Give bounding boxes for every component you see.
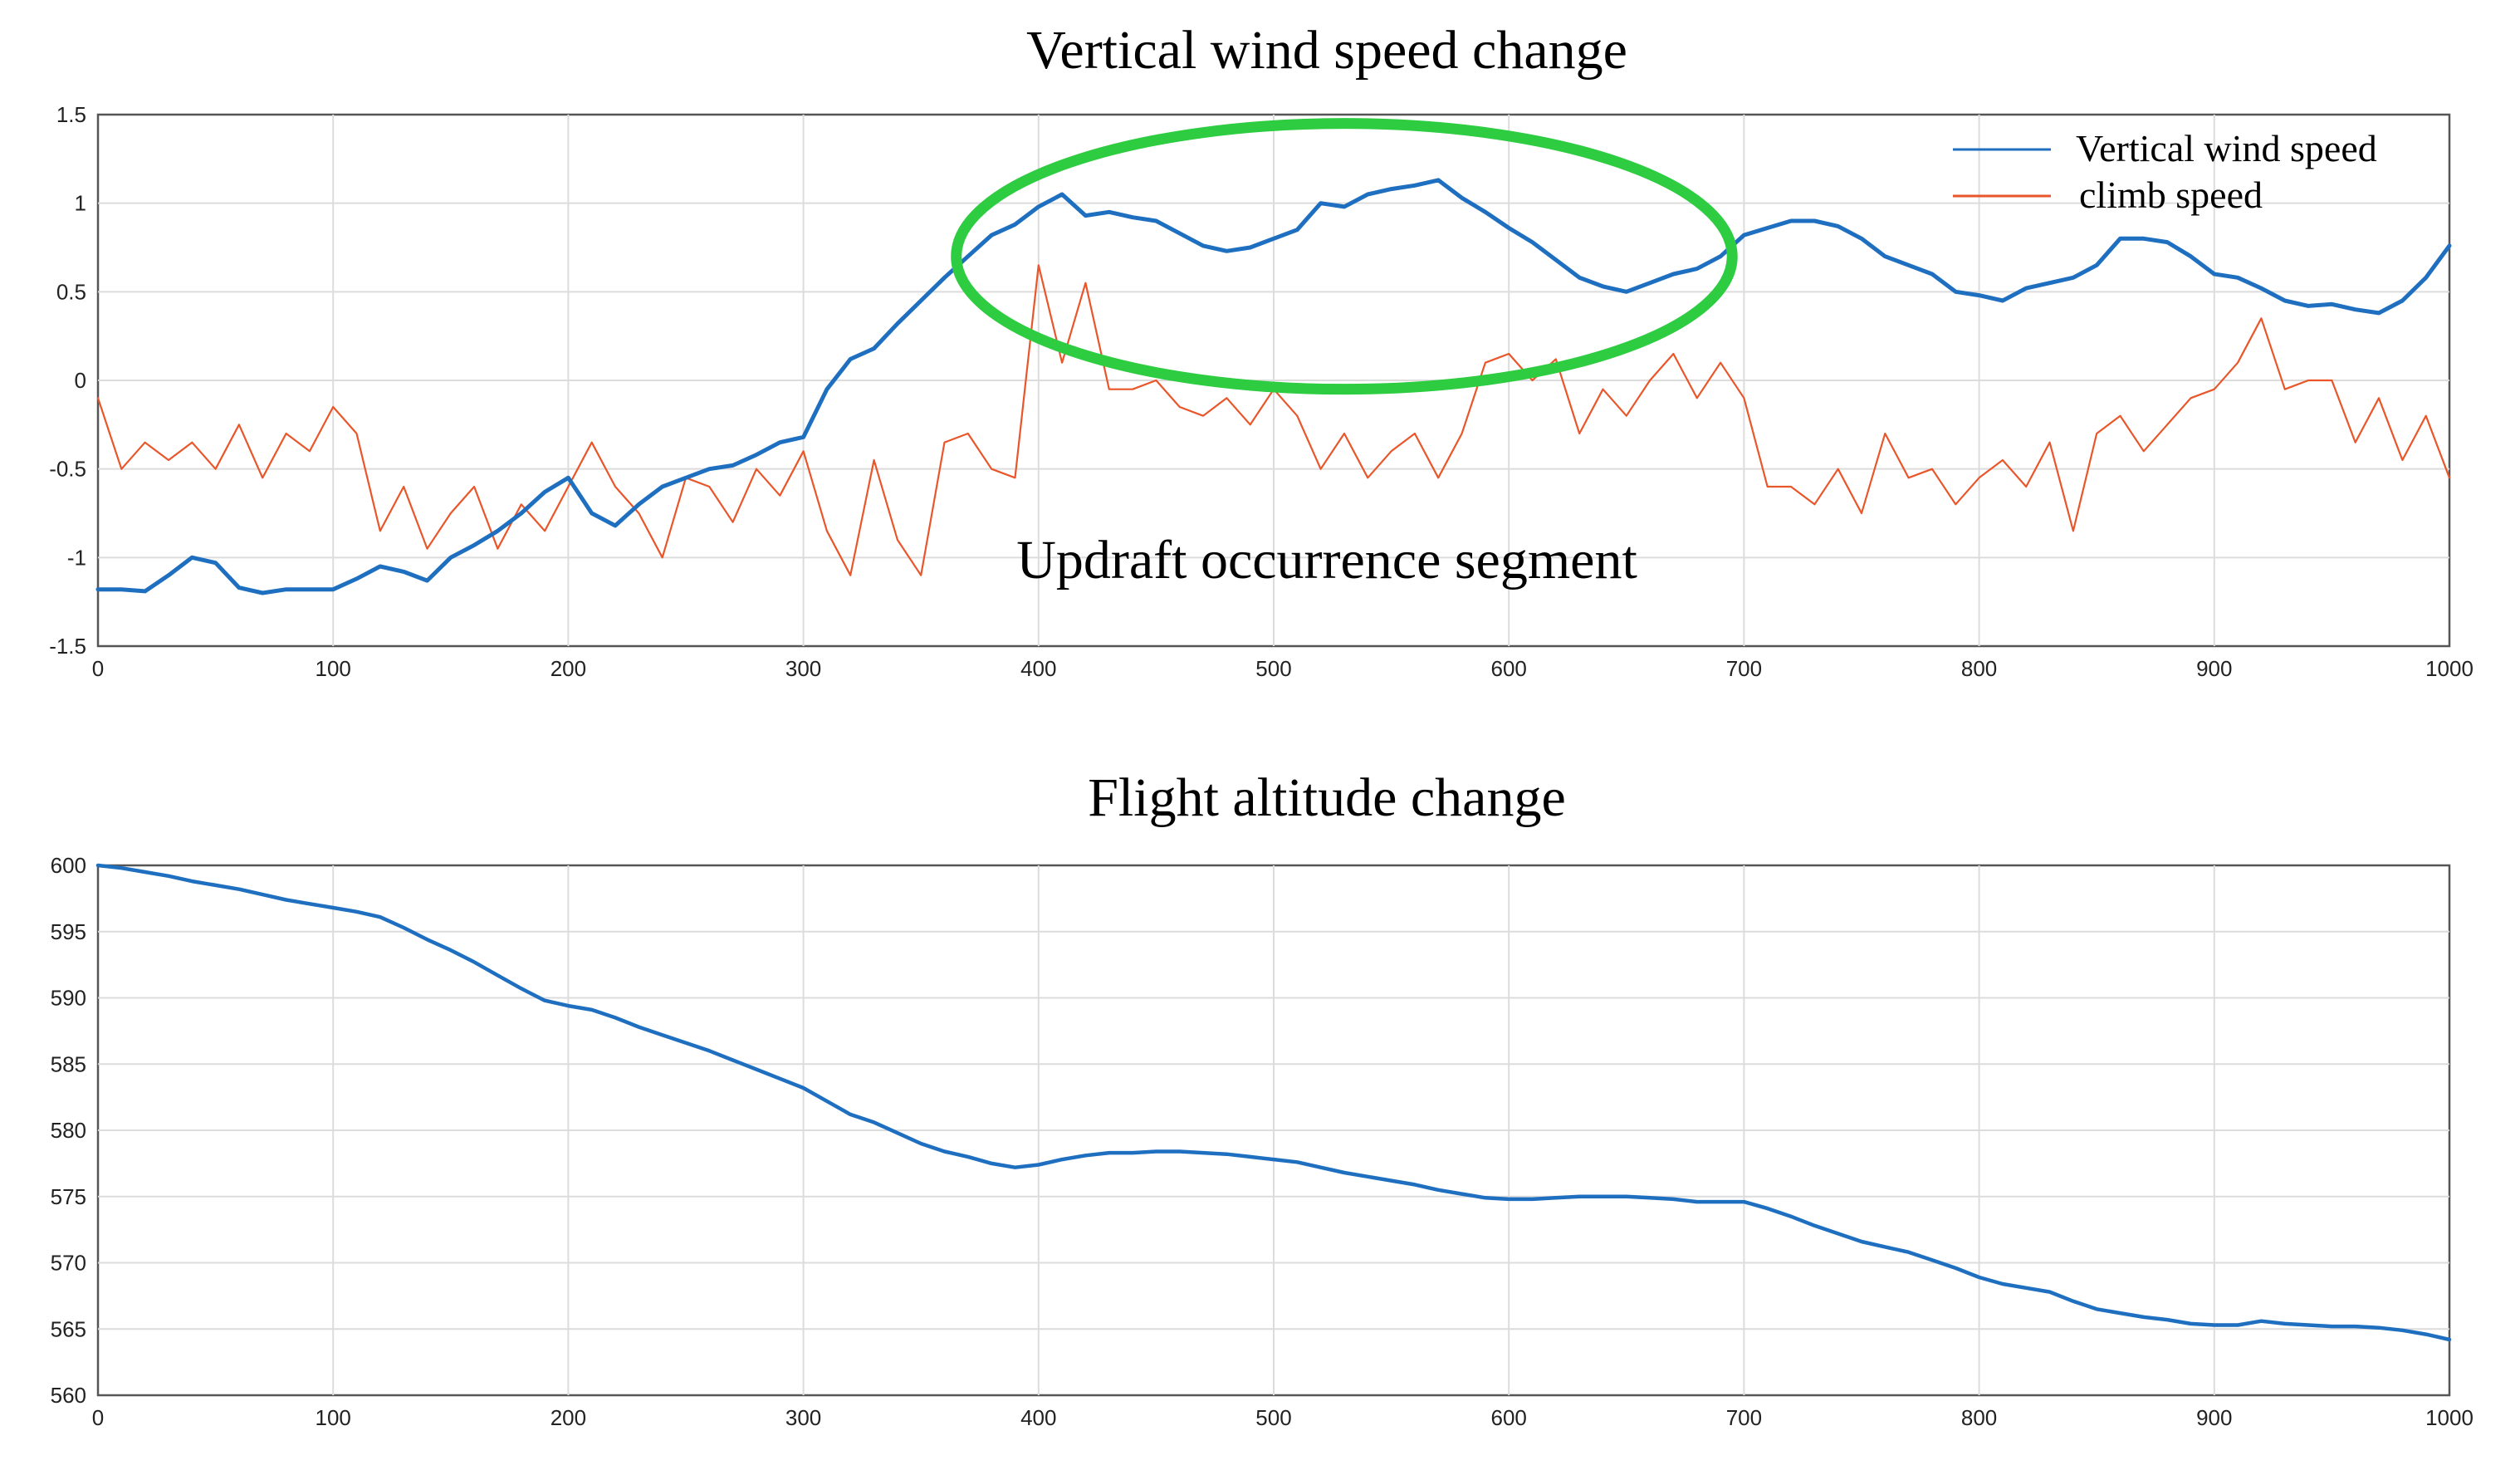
x-tick-label: 300 <box>785 1405 821 1430</box>
gridlines-vertical-wind <box>98 115 2449 646</box>
x-tick-labels-vertical-wind: 0 100 200 300 400 500 600 700 800 900 1000 <box>92 656 2474 681</box>
y-tick-label: 565 <box>51 1316 86 1341</box>
y-tick-label: -0.5 <box>49 457 86 482</box>
y-tick-label: 0 <box>75 368 86 393</box>
y-tick-label: -1 <box>67 545 86 570</box>
y-tick-label: 580 <box>51 1118 86 1143</box>
x-tick-label: 100 <box>316 1405 351 1430</box>
gridlines-flight-altitude <box>98 865 2449 1395</box>
y-tick-labels-vertical-wind: -1.5 -1 -0.5 0 0.5 1 1.5 <box>49 102 86 659</box>
x-tick-label: 500 <box>1255 1405 1291 1430</box>
x-tick-label: 700 <box>1726 1405 1762 1430</box>
legend: Vertical wind speed climb speed <box>1953 127 2377 216</box>
x-tick-label: 1000 <box>2425 1405 2474 1430</box>
x-tick-label: 200 <box>550 1405 586 1430</box>
x-tick-label: 0 <box>92 656 104 681</box>
vertical-wind-chart: Vertical wind speed change 0 100 200 300 400… <box>49 20 2474 681</box>
x-tick-label: 300 <box>785 656 821 681</box>
x-tick-label: 900 <box>2196 656 2232 681</box>
x-tick-label: 500 <box>1255 656 1291 681</box>
x-tick-label: 1000 <box>2425 656 2474 681</box>
updraft-highlight-ellipse <box>951 118 1738 395</box>
y-tick-label: 1.5 <box>56 102 86 127</box>
legend-label-vertical-wind-speed: Vertical wind speed <box>2076 127 2377 169</box>
y-tick-label: 575 <box>51 1184 86 1209</box>
y-tick-label: -1.5 <box>49 634 86 659</box>
x-tick-label: 800 <box>1961 656 1997 681</box>
x-tick-label: 400 <box>1020 1405 1056 1430</box>
x-tick-label: 200 <box>550 656 586 681</box>
y-tick-label: 560 <box>51 1383 86 1408</box>
y-tick-label: 0.5 <box>56 279 86 304</box>
y-tick-label: 595 <box>51 919 86 944</box>
chart-title-flight-altitude: Flight altitude change <box>1088 767 1566 828</box>
y-tick-label: 600 <box>51 853 86 878</box>
x-tick-label: 0 <box>92 1405 104 1430</box>
x-tick-label: 700 <box>1726 656 1762 681</box>
series-line-vertical-wind-speed <box>95 178 2452 595</box>
y-tick-labels-flight-altitude: 560 565 570 575 580 585 590 595 600 <box>51 853 86 1408</box>
y-tick-label: 590 <box>51 986 86 1011</box>
y-tick-label: 585 <box>51 1051 86 1076</box>
x-tick-labels-flight-altitude: 0 100 200 300 400 500 600 700 800 900 1000 <box>92 1405 2474 1430</box>
annotation-updraft-segment: Updraft occurrence segment <box>1016 530 1637 590</box>
x-tick-label: 600 <box>1491 1405 1527 1430</box>
x-tick-label: 100 <box>316 656 351 681</box>
chart-title-vertical-wind: Vertical wind speed change <box>1026 20 1627 81</box>
x-tick-label: 900 <box>2196 1405 2232 1430</box>
y-tick-label: 1 <box>75 191 86 216</box>
x-tick-label: 600 <box>1491 656 1527 681</box>
x-tick-label: 400 <box>1020 656 1056 681</box>
series-line-flight-altitude <box>95 863 2452 1342</box>
y-tick-label: 570 <box>51 1251 86 1276</box>
flight-altitude-chart: Flight altitude change 0 100 200 300 400 500 6… <box>51 767 2474 1430</box>
legend-label-climb-speed: climb speed <box>2079 174 2263 216</box>
x-tick-label: 800 <box>1961 1405 1997 1430</box>
